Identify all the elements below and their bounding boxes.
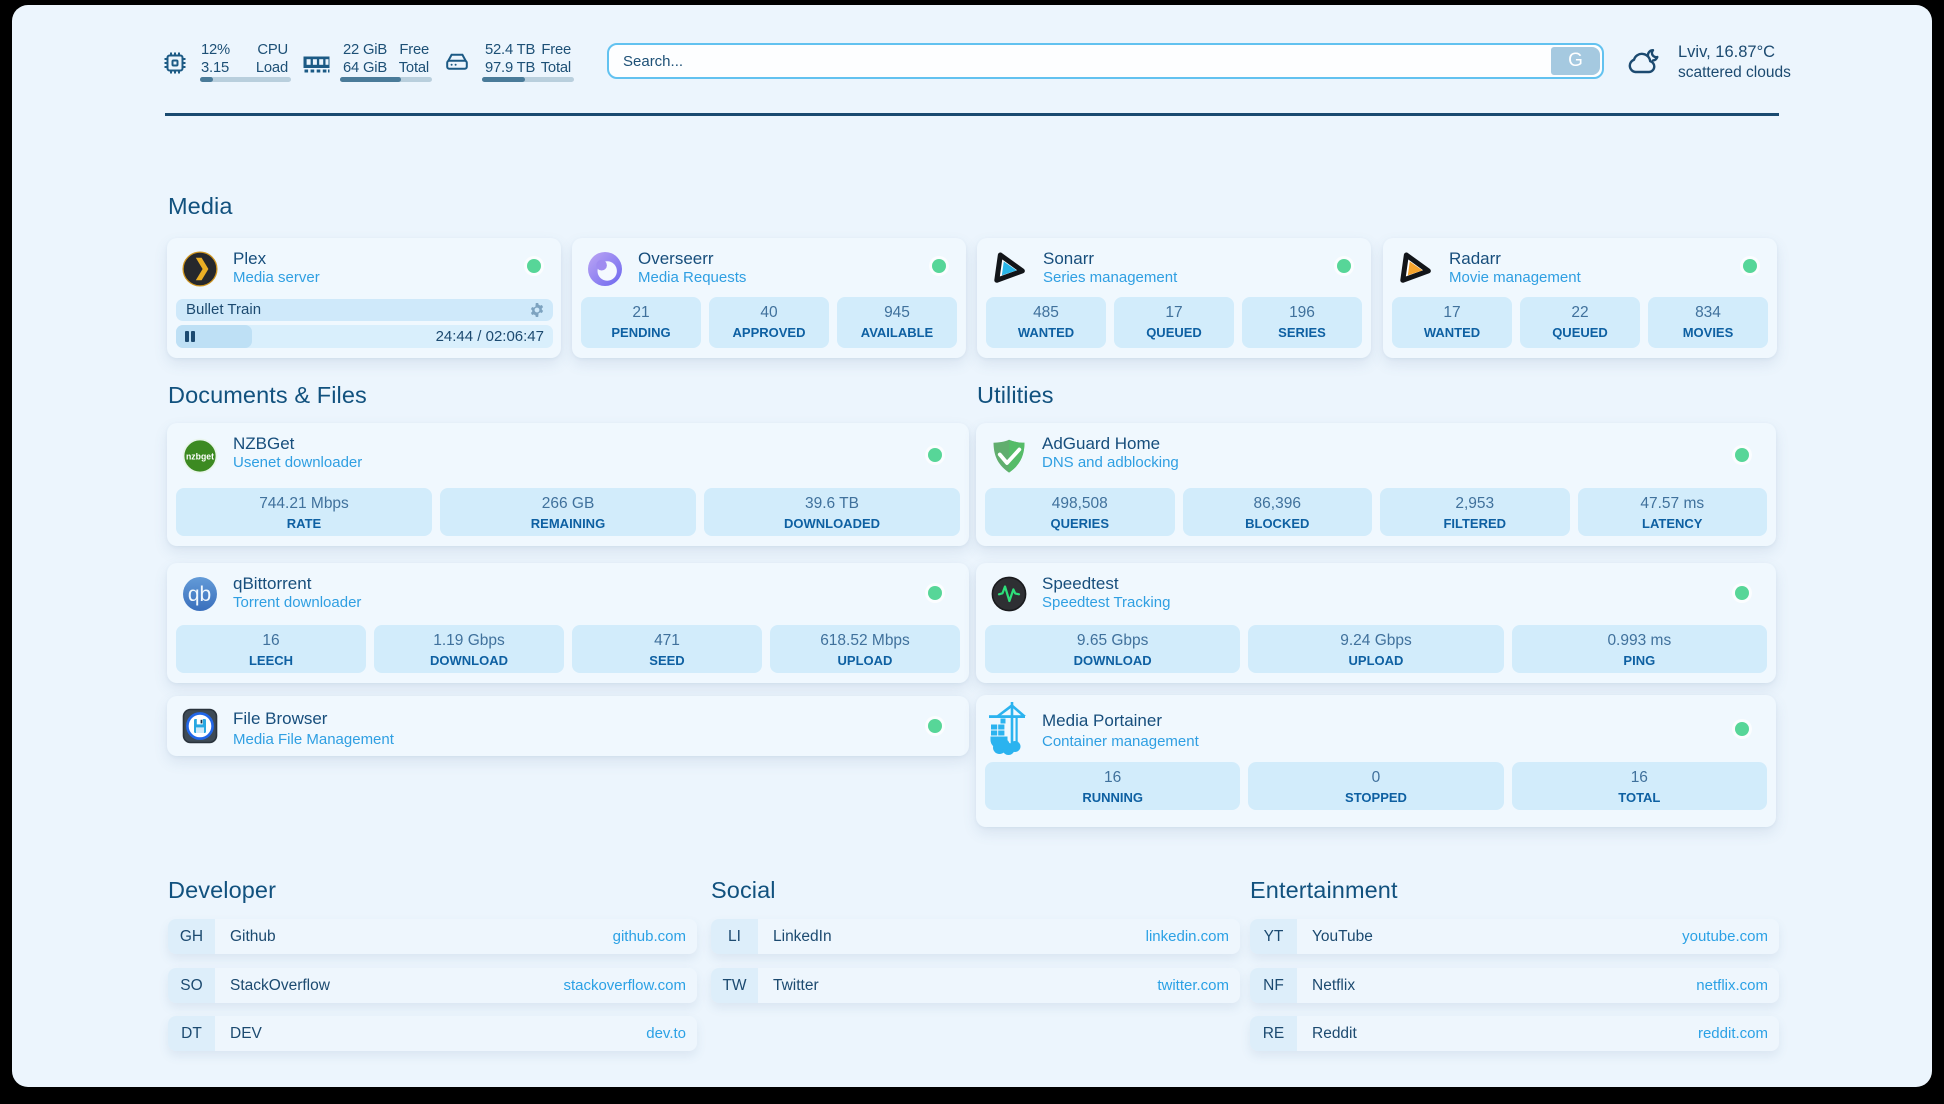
svg-text:nzbget: nzbget bbox=[186, 452, 215, 463]
svg-text:qb: qb bbox=[188, 583, 211, 606]
